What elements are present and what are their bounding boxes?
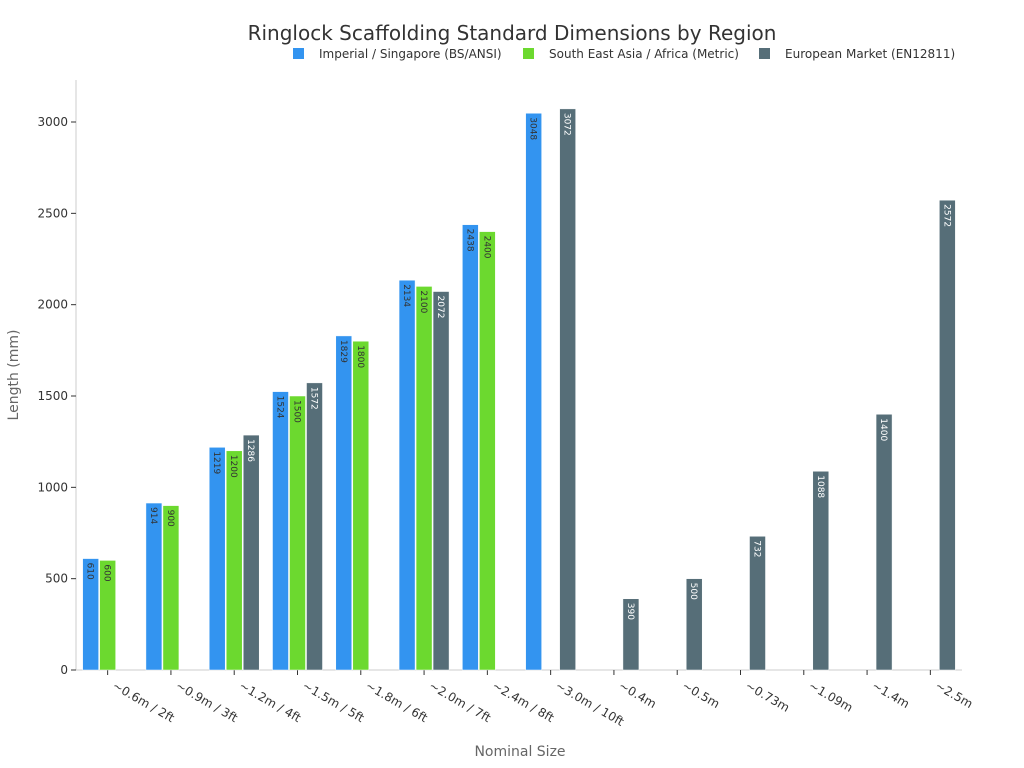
bar	[306, 382, 323, 671]
bar-labels: 610 600 914 900 1219 1200 1286 1524 1500 1572 1829…	[85, 113, 952, 620]
x-tick-label: ~1.2m / 4ft	[237, 678, 304, 725]
legend-swatch	[759, 48, 770, 59]
bar	[462, 224, 479, 671]
bar-value-label: 2100	[418, 290, 428, 313]
bar-value-label: 500	[688, 583, 698, 600]
legend-label: Imperial / Singapore (BS/ANSI)	[319, 47, 502, 61]
bar	[812, 471, 830, 671]
y-tick-label: 3000	[37, 115, 68, 129]
bar	[335, 335, 353, 671]
y-axis-title: Length (mm)	[6, 330, 22, 421]
bar-value-label: 2572	[941, 204, 951, 227]
bar-value-label: 600	[102, 564, 112, 581]
bar-value-label: 3048	[528, 117, 538, 140]
y-tick-label: 2000	[37, 298, 68, 312]
bar-value-label: 914	[148, 507, 158, 524]
bar-value-label: 900	[165, 510, 175, 527]
bar-value-label: 2072	[435, 296, 445, 319]
bar-value-label: 1088	[815, 475, 825, 498]
y-tick-label: 1000	[37, 480, 68, 494]
x-axis: ~0.6m / 2ft~0.9m / 3ft~1.2m / 4ft~1.5m /…	[76, 669, 975, 729]
legend-swatch	[293, 48, 304, 59]
bar	[398, 279, 416, 671]
bar-value-label: 2400	[481, 236, 491, 259]
bar-value-label: 1572	[309, 387, 319, 410]
bar	[82, 558, 99, 671]
bar-value-label: 1286	[245, 439, 255, 462]
legend: Imperial / Singapore (BS/ANSI) South East…	[293, 47, 955, 61]
x-tick-label: ~0.73m	[743, 678, 792, 714]
bar	[415, 286, 433, 671]
x-tick-label: ~1.5m / 5ft	[300, 678, 367, 725]
bar	[99, 560, 116, 671]
bar	[479, 231, 496, 671]
bar-value-label: 1200	[228, 455, 238, 478]
bar	[875, 414, 893, 671]
bar	[208, 447, 226, 671]
x-tick-label: ~0.6m / 2ft	[110, 678, 177, 725]
bar	[289, 395, 306, 671]
bar	[145, 502, 163, 671]
y-axis: 0 500 1000 1500 2000 2500 3000	[37, 80, 77, 677]
bar	[225, 450, 243, 671]
legend-swatch	[523, 48, 534, 59]
x-tick-label: ~1.4m	[870, 678, 912, 711]
bar	[749, 536, 766, 671]
x-tick-label: ~0.9m / 3ft	[173, 678, 240, 725]
bar	[242, 434, 260, 671]
bar	[352, 340, 370, 671]
x-tick-label: ~1.8m / 6ft	[363, 678, 430, 725]
x-tick-label: ~3.0m / 10ft	[553, 678, 626, 729]
x-tick-label: ~2.5m	[933, 678, 975, 711]
x-tick-label: ~2.4m / 8ft	[490, 678, 557, 725]
x-tick-label: ~1.09m	[806, 678, 855, 714]
bar	[939, 199, 956, 671]
bar-value-label: 1400	[878, 418, 888, 441]
bar-value-label: 732	[752, 540, 762, 557]
bar	[559, 108, 576, 671]
legend-label: South East Asia / Africa (Metric)	[549, 47, 739, 61]
bar	[525, 112, 542, 671]
bar	[432, 291, 450, 671]
bar-value-label: 3072	[562, 113, 572, 136]
bar-value-label: 1800	[355, 345, 365, 368]
x-axis-title: Nominal Size	[474, 744, 565, 760]
x-tick-label: ~0.5m	[680, 678, 722, 711]
bar-value-label: 1524	[275, 396, 285, 419]
bar-value-label: 1500	[292, 400, 302, 423]
y-tick-label: 0	[60, 663, 68, 677]
legend-label: European Market (EN12811)	[785, 47, 955, 61]
bar	[622, 598, 640, 671]
bar-value-label: 1219	[211, 451, 221, 474]
bar	[272, 391, 289, 671]
bar-value-label: 2134	[401, 284, 411, 307]
x-tick-label: ~0.4m	[616, 678, 658, 711]
bar-value-label: 610	[85, 563, 95, 580]
x-tick-label: ~2.0m / 7ft	[427, 678, 494, 725]
bar-value-label: 390	[625, 603, 635, 620]
y-tick-label: 500	[45, 572, 68, 586]
bar	[685, 578, 703, 671]
y-tick-label: 2500	[37, 206, 68, 220]
y-tick-label: 1500	[37, 389, 68, 403]
chart-title: Ringlock Scaffolding Standard Dimensions…	[248, 21, 777, 45]
bar-value-label: 2438	[464, 229, 474, 252]
bars	[82, 108, 956, 671]
bar-value-label: 1829	[338, 340, 348, 363]
bar	[162, 505, 180, 671]
